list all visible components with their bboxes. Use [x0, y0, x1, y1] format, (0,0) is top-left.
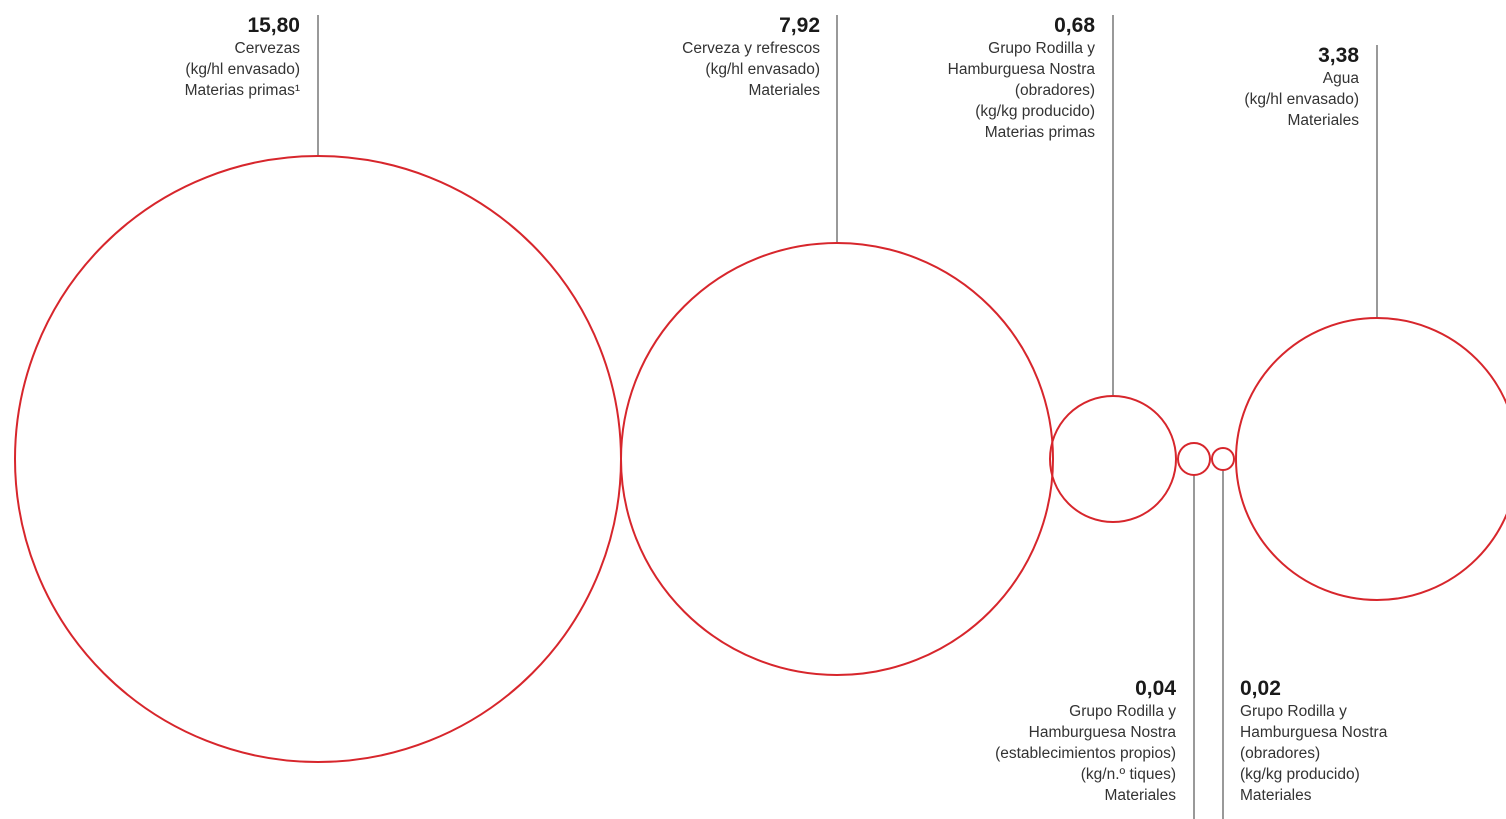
- bubble-text-rodilla-obradores-mp-2: (obradores): [1014, 82, 1095, 99]
- bubble-text-cerveza-refrescos-2: Materiales: [748, 82, 821, 99]
- bubble-text-rodilla-obradores-mp-1: Hamburguesa Nostra: [947, 61, 1095, 78]
- bubble-text-cervezas-1: (kg/hl envasado): [185, 61, 300, 78]
- bubble-value-agua: 3,38: [1318, 44, 1359, 67]
- bubble-text-rodilla-obradores-mat-4: Materiales: [1240, 787, 1312, 804]
- bubble-text-cervezas-2: Materias primas¹: [184, 82, 300, 99]
- bubble-label-cervezas: 15,80 Cervezas (kg/hl envasado) Materias pr…: [185, 14, 300, 101]
- bubble-rodilla-obradores-mat: [1211, 447, 1235, 471]
- bubble-text-rodilla-obradores-mat-2: (obradores): [1240, 745, 1321, 762]
- bubble-text-rodilla-obradores-mat-1: Hamburguesa Nostra: [1240, 724, 1388, 741]
- bubble-label-rodilla-establecimientos: 0,04 Grupo Rodilla y Hamburguesa Nostra (es…: [995, 677, 1176, 806]
- bubble-text-agua-2: Materiales: [1287, 112, 1360, 129]
- bubble-text-rodilla-establecimientos-2: (establecimientos propios): [995, 745, 1176, 762]
- bubble-value-cervezas: 15,80: [247, 14, 300, 37]
- bubble-text-rodilla-obradores-mp-0: Grupo Rodilla y: [988, 40, 1095, 57]
- bubble-cervezas: [14, 155, 622, 763]
- bubble-value-cerveza-refrescos: 7,92: [779, 14, 820, 37]
- bubble-value-rodilla-obradores-mat: 0,02: [1240, 677, 1281, 700]
- bubble-cerveza-refrescos: [620, 242, 1054, 676]
- bubble-text-agua-1: (kg/hl envasado): [1244, 91, 1359, 108]
- bubble-text-rodilla-establecimientos-0: Grupo Rodilla y: [1069, 703, 1176, 720]
- bubble-label-agua: 3,38 Agua (kg/hl envasado) Materiales: [1244, 44, 1359, 131]
- bubble-label-rodilla-obradores-mp: 0,68 Grupo Rodilla y Hamburguesa Nostra (ob…: [948, 14, 1095, 143]
- bubble-rodilla-obradores-mp: [1049, 395, 1177, 523]
- bubble-text-agua-0: Agua: [1322, 70, 1359, 87]
- bubble-text-cerveza-refrescos-0: Cerveza y refrescos: [682, 40, 820, 57]
- bubble-text-cerveza-refrescos-1: (kg/hl envasado): [705, 61, 820, 78]
- bubble-value-rodilla-obradores-mp: 0,68: [1054, 14, 1095, 37]
- bubble-text-rodilla-establecimientos-3: (kg/n.º tiques): [1080, 766, 1176, 783]
- bubble-text-rodilla-obradores-mp-3: (kg/kg producido): [975, 103, 1095, 120]
- bubble-text-rodilla-establecimientos-4: Materiales: [1104, 787, 1177, 804]
- bubble-label-rodilla-obradores-mat: 0,02 Grupo Rodilla y Hamburguesa Nostra (ob…: [1240, 677, 1387, 806]
- bubble-value-rodilla-establecimientos: 0,04: [1135, 677, 1176, 700]
- bubble-text-rodilla-establecimientos-1: Hamburguesa Nostra: [1028, 724, 1176, 741]
- bubble-text-cervezas-0: Cervezas: [234, 40, 300, 57]
- bubble-text-rodilla-obradores-mp-4: Materias primas: [984, 124, 1095, 141]
- bubble-text-rodilla-obradores-mat-0: Grupo Rodilla y: [1240, 703, 1347, 720]
- bubble-label-cerveza-refrescos: 7,92 Cerveza y refrescos (kg/hl envasado) M…: [682, 14, 820, 101]
- bubble-text-rodilla-obradores-mat-3: (kg/kg producido): [1240, 766, 1360, 783]
- bubble-agua: [1235, 317, 1506, 601]
- bubble-rodilla-establecimientos: [1177, 442, 1211, 476]
